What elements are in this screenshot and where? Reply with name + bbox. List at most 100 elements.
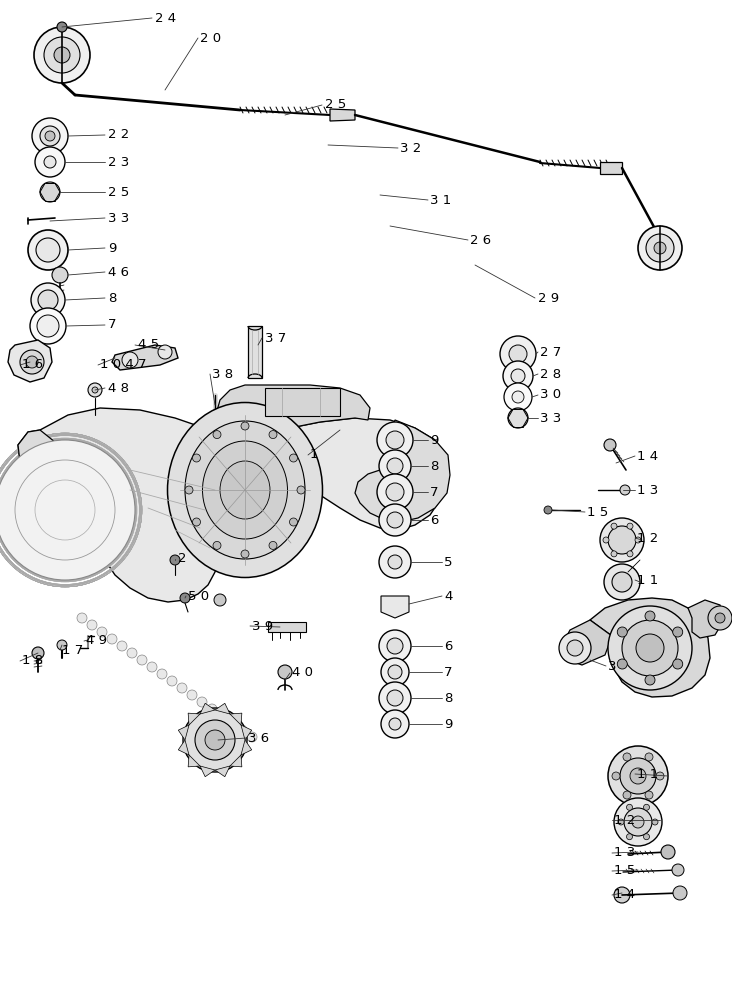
Circle shape: [379, 450, 411, 482]
Polygon shape: [18, 408, 445, 602]
Text: 3: 3: [608, 660, 616, 672]
Circle shape: [618, 819, 624, 825]
Text: 4 0: 4 0: [292, 666, 313, 680]
Circle shape: [36, 238, 60, 262]
Text: 1 5: 1 5: [587, 506, 608, 518]
Circle shape: [289, 518, 297, 526]
Circle shape: [40, 182, 60, 202]
Circle shape: [37, 315, 59, 337]
Circle shape: [289, 454, 297, 462]
Circle shape: [32, 647, 44, 659]
Ellipse shape: [168, 402, 323, 578]
Circle shape: [627, 834, 632, 840]
Polygon shape: [562, 620, 612, 665]
Circle shape: [643, 834, 649, 840]
Circle shape: [544, 506, 552, 514]
Text: 1 4: 1 4: [614, 888, 635, 902]
Text: 2 4: 2 4: [155, 11, 176, 24]
Text: 4 5: 4 5: [138, 338, 159, 352]
Circle shape: [57, 22, 67, 32]
Circle shape: [377, 474, 413, 510]
Text: 3 0: 3 0: [540, 388, 561, 401]
Circle shape: [632, 816, 644, 828]
Polygon shape: [179, 740, 189, 755]
Text: 3 6: 3 6: [248, 732, 269, 744]
Circle shape: [117, 641, 127, 651]
Circle shape: [512, 391, 524, 403]
Text: 1 2: 1 2: [614, 814, 635, 826]
Circle shape: [652, 819, 658, 825]
Text: 1 7: 1 7: [62, 644, 83, 656]
Text: 1 4: 1 4: [637, 450, 658, 462]
Circle shape: [185, 486, 193, 494]
Circle shape: [237, 725, 247, 735]
Polygon shape: [230, 755, 242, 767]
Circle shape: [604, 564, 640, 600]
Circle shape: [508, 408, 528, 428]
Polygon shape: [8, 340, 52, 382]
Circle shape: [52, 267, 68, 283]
Ellipse shape: [220, 461, 270, 519]
Text: 2 5: 2 5: [325, 99, 346, 111]
Circle shape: [627, 551, 633, 557]
Circle shape: [387, 512, 403, 528]
Text: 2 5: 2 5: [108, 186, 130, 198]
Text: 5 0: 5 0: [188, 589, 209, 602]
Text: 1 3: 1 3: [614, 846, 635, 859]
Circle shape: [269, 431, 277, 439]
Text: 7: 7: [444, 666, 452, 678]
Circle shape: [386, 431, 404, 449]
Text: 1 0 4 7: 1 0 4 7: [100, 359, 146, 371]
Polygon shape: [688, 600, 724, 638]
Circle shape: [227, 718, 237, 728]
Circle shape: [193, 454, 201, 462]
Text: 6: 6: [444, 640, 452, 652]
Circle shape: [213, 541, 221, 549]
Circle shape: [645, 753, 653, 761]
Circle shape: [643, 804, 649, 810]
Circle shape: [627, 523, 633, 529]
Circle shape: [137, 655, 147, 665]
Text: 9: 9: [430, 434, 438, 446]
Circle shape: [241, 422, 249, 430]
Circle shape: [503, 361, 533, 391]
Circle shape: [672, 864, 684, 876]
Circle shape: [214, 594, 226, 606]
Polygon shape: [230, 713, 242, 725]
Circle shape: [30, 308, 66, 344]
Circle shape: [205, 730, 225, 750]
Circle shape: [388, 555, 402, 569]
Circle shape: [673, 659, 683, 669]
Circle shape: [158, 345, 172, 359]
Circle shape: [197, 697, 207, 707]
Circle shape: [387, 458, 403, 474]
Circle shape: [35, 147, 65, 177]
Circle shape: [379, 630, 411, 662]
Text: 4 6: 4 6: [108, 265, 129, 278]
Circle shape: [213, 431, 221, 439]
Circle shape: [278, 665, 292, 679]
Circle shape: [217, 711, 227, 721]
Text: 3 3: 3 3: [108, 212, 130, 225]
Text: 2 8: 2 8: [540, 367, 561, 380]
Circle shape: [617, 659, 627, 669]
Text: 8: 8: [108, 292, 116, 304]
Circle shape: [387, 690, 403, 706]
Circle shape: [708, 606, 732, 630]
Text: 2 6: 2 6: [470, 233, 491, 246]
Polygon shape: [330, 109, 355, 121]
Circle shape: [608, 526, 636, 554]
Text: 9: 9: [444, 718, 452, 730]
Circle shape: [614, 798, 662, 846]
Circle shape: [157, 669, 167, 679]
Circle shape: [608, 606, 692, 690]
Circle shape: [379, 546, 411, 578]
Polygon shape: [241, 740, 252, 755]
Text: 4 9: 4 9: [86, 635, 107, 648]
Circle shape: [636, 634, 664, 662]
Text: 7: 7: [108, 318, 116, 332]
Circle shape: [0, 440, 135, 580]
Circle shape: [389, 718, 401, 730]
Circle shape: [377, 422, 413, 458]
Circle shape: [87, 620, 97, 630]
